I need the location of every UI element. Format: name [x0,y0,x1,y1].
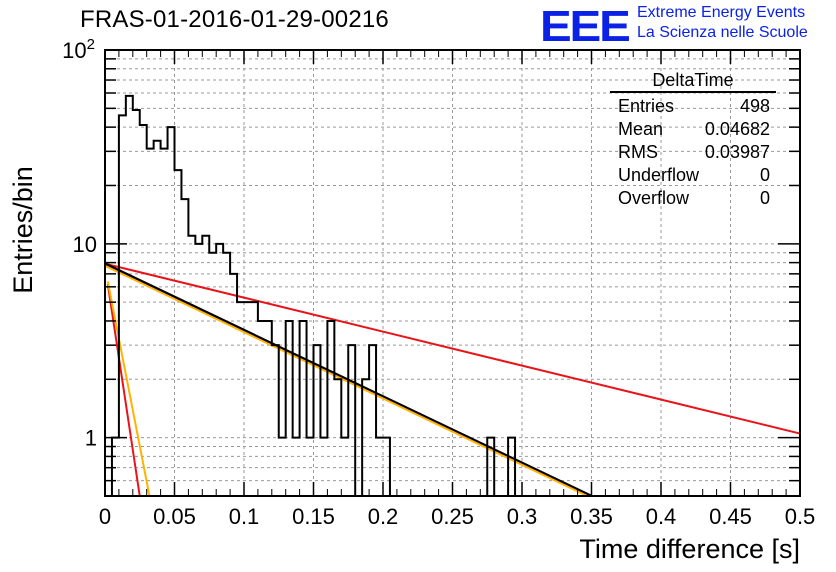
x-tick-label: 0.05 [153,504,196,529]
stats-label: RMS [618,142,658,162]
stats-row: RMS 0.03987 [610,141,776,164]
x-tick-label: 0 [99,504,111,529]
eee-logo: EEE [540,2,631,51]
x-tick-label: 0.3 [507,504,538,529]
y-tick-label: 1 [85,426,97,451]
x-tick-label: 0.15 [292,504,335,529]
stats-label: Entries [618,96,675,116]
stats-value: 0 [759,188,770,208]
chart-title: FRAS-01-2016-01-29-00216 [80,6,389,33]
x-axis-label: Time difference [s] [579,534,800,564]
y-tick-label-base: 10 [62,38,86,63]
stats-row: Overflow 0 [610,187,776,210]
stats-value: 0.03987 [704,142,770,162]
tick-labels: 0 0.05 0.1 0.15 0.2 0.25 0.3 0.35 0.4 0.45 0.51101… [62,36,815,529]
stats-label: Overflow [618,188,690,208]
x-tick-label: 0.4 [646,504,677,529]
y-axis-label: Entries/bin [8,166,38,294]
x-tick-label: 0.5 [785,504,816,529]
stats-label: Mean [618,119,664,139]
stats-value: 0.04682 [704,119,770,139]
x-tick-label: 0.2 [368,504,399,529]
fit-line [106,283,141,497]
fit-line [104,264,588,497]
y-tick-label: 10 [73,232,97,257]
stats-value: 498 [739,96,770,116]
logo-subtitle-1: Extreme Energy Events [637,4,806,21]
y-tick-label-exponent: 2 [87,36,95,53]
x-tick-label: 0.35 [570,504,613,529]
stats-row: Underflow 0 [610,164,776,187]
stats-label: Underflow [618,165,700,185]
stats-row: Mean 0.04682 [610,118,776,141]
stats-value: 0 [759,165,770,185]
axis-ticks [104,50,801,497]
x-tick-label: 0.25 [431,504,474,529]
stats-title: DeltaTime [610,70,776,93]
logo-subtitle-2: La Scienza nelle Scuole [637,24,808,41]
stats-box: DeltaTime Entries 498 Mean 0.04682 RMS 0.03… [610,70,776,210]
fit-line [104,262,801,435]
x-tick-label: 0.45 [709,504,752,529]
y-tick-label: 102 [62,36,95,63]
stats-row: Entries 498 [610,95,776,118]
x-tick-label: 0.1 [229,504,260,529]
fit-line [106,281,151,497]
